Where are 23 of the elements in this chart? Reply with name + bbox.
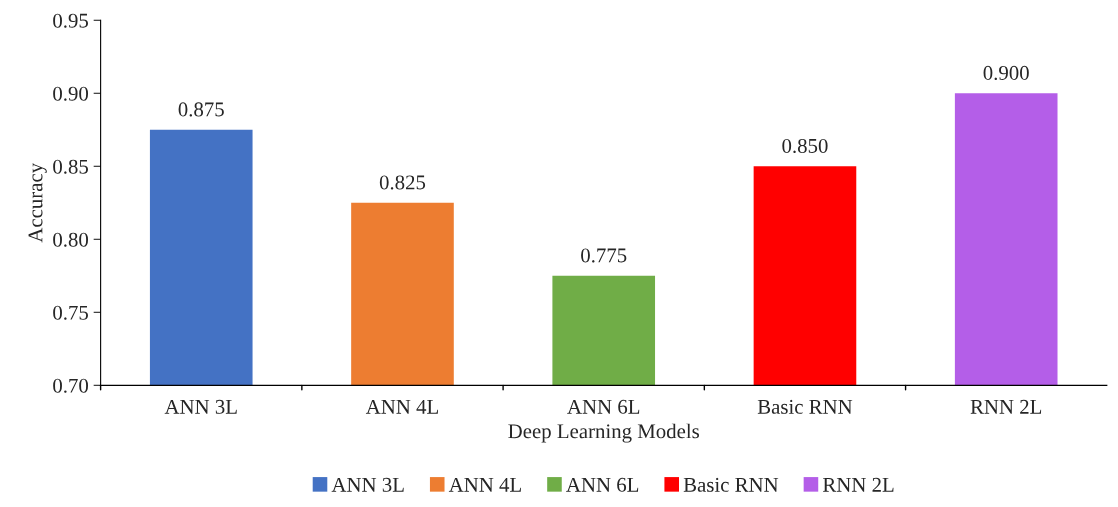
- y-tick-label: 0.70: [53, 378, 89, 393]
- legend-label: ANN 3L: [331, 477, 404, 492]
- y-tick-label: 0.75: [53, 305, 88, 320]
- y-tick-label: 0.90: [53, 86, 89, 101]
- data-label: 0.775: [581, 248, 627, 263]
- y-tick-label: 0.85: [53, 159, 88, 174]
- data-label: 0.900: [983, 65, 1029, 81]
- data-label: 0.825: [379, 175, 426, 190]
- y-tick-label: 0.95: [53, 13, 88, 28]
- y-tick-label: 0.80: [53, 232, 89, 247]
- x-tick-label: ANN 6L: [567, 399, 640, 414]
- legend-label: ANN 6L: [566, 477, 639, 492]
- x-tick-label: ANN 3L: [164, 399, 237, 414]
- y-axis-title: Accuracy: [28, 162, 47, 243]
- legend-label: Basic RNN: [683, 477, 779, 492]
- legend-label: RNN 2L: [823, 477, 894, 492]
- x-tick-label: RNN 2L: [970, 399, 1042, 414]
- legend-label: ANN 4L: [448, 477, 521, 492]
- data-label: 0.875: [178, 102, 224, 117]
- x-tick-label: Basic RNN: [757, 399, 853, 414]
- data-label: 0.850: [782, 138, 828, 154]
- x-tick-label: ANN 4L: [365, 399, 438, 414]
- x-axis-title: Deep Learning Models: [508, 423, 699, 443]
